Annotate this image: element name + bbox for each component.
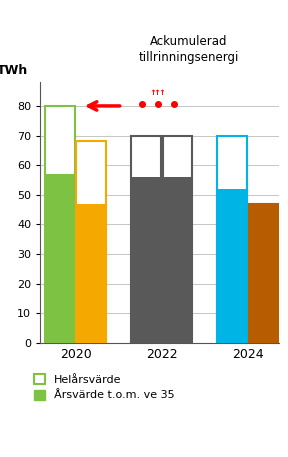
Text: TWh: TWh <box>0 64 29 77</box>
Bar <box>131 177 161 343</box>
Bar <box>45 106 75 343</box>
Bar <box>163 177 192 343</box>
Bar <box>45 174 75 343</box>
Bar <box>249 204 278 343</box>
Bar <box>249 204 278 343</box>
Bar <box>76 204 106 343</box>
Bar <box>131 136 161 343</box>
Bar <box>217 136 247 343</box>
Legend: Helårsvärde, Årsvärde t.o.m. ve 35: Helårsvärde, Årsvärde t.o.m. ve 35 <box>34 374 175 400</box>
Text: ꜛꜛꜛ: ꜛꜛꜛ <box>150 89 165 102</box>
Bar <box>76 142 106 343</box>
Bar <box>217 189 247 343</box>
Text: Ackumulerad
tillrinningsenergi: Ackumulerad tillrinningsenergi <box>138 35 239 64</box>
Bar <box>163 136 192 343</box>
